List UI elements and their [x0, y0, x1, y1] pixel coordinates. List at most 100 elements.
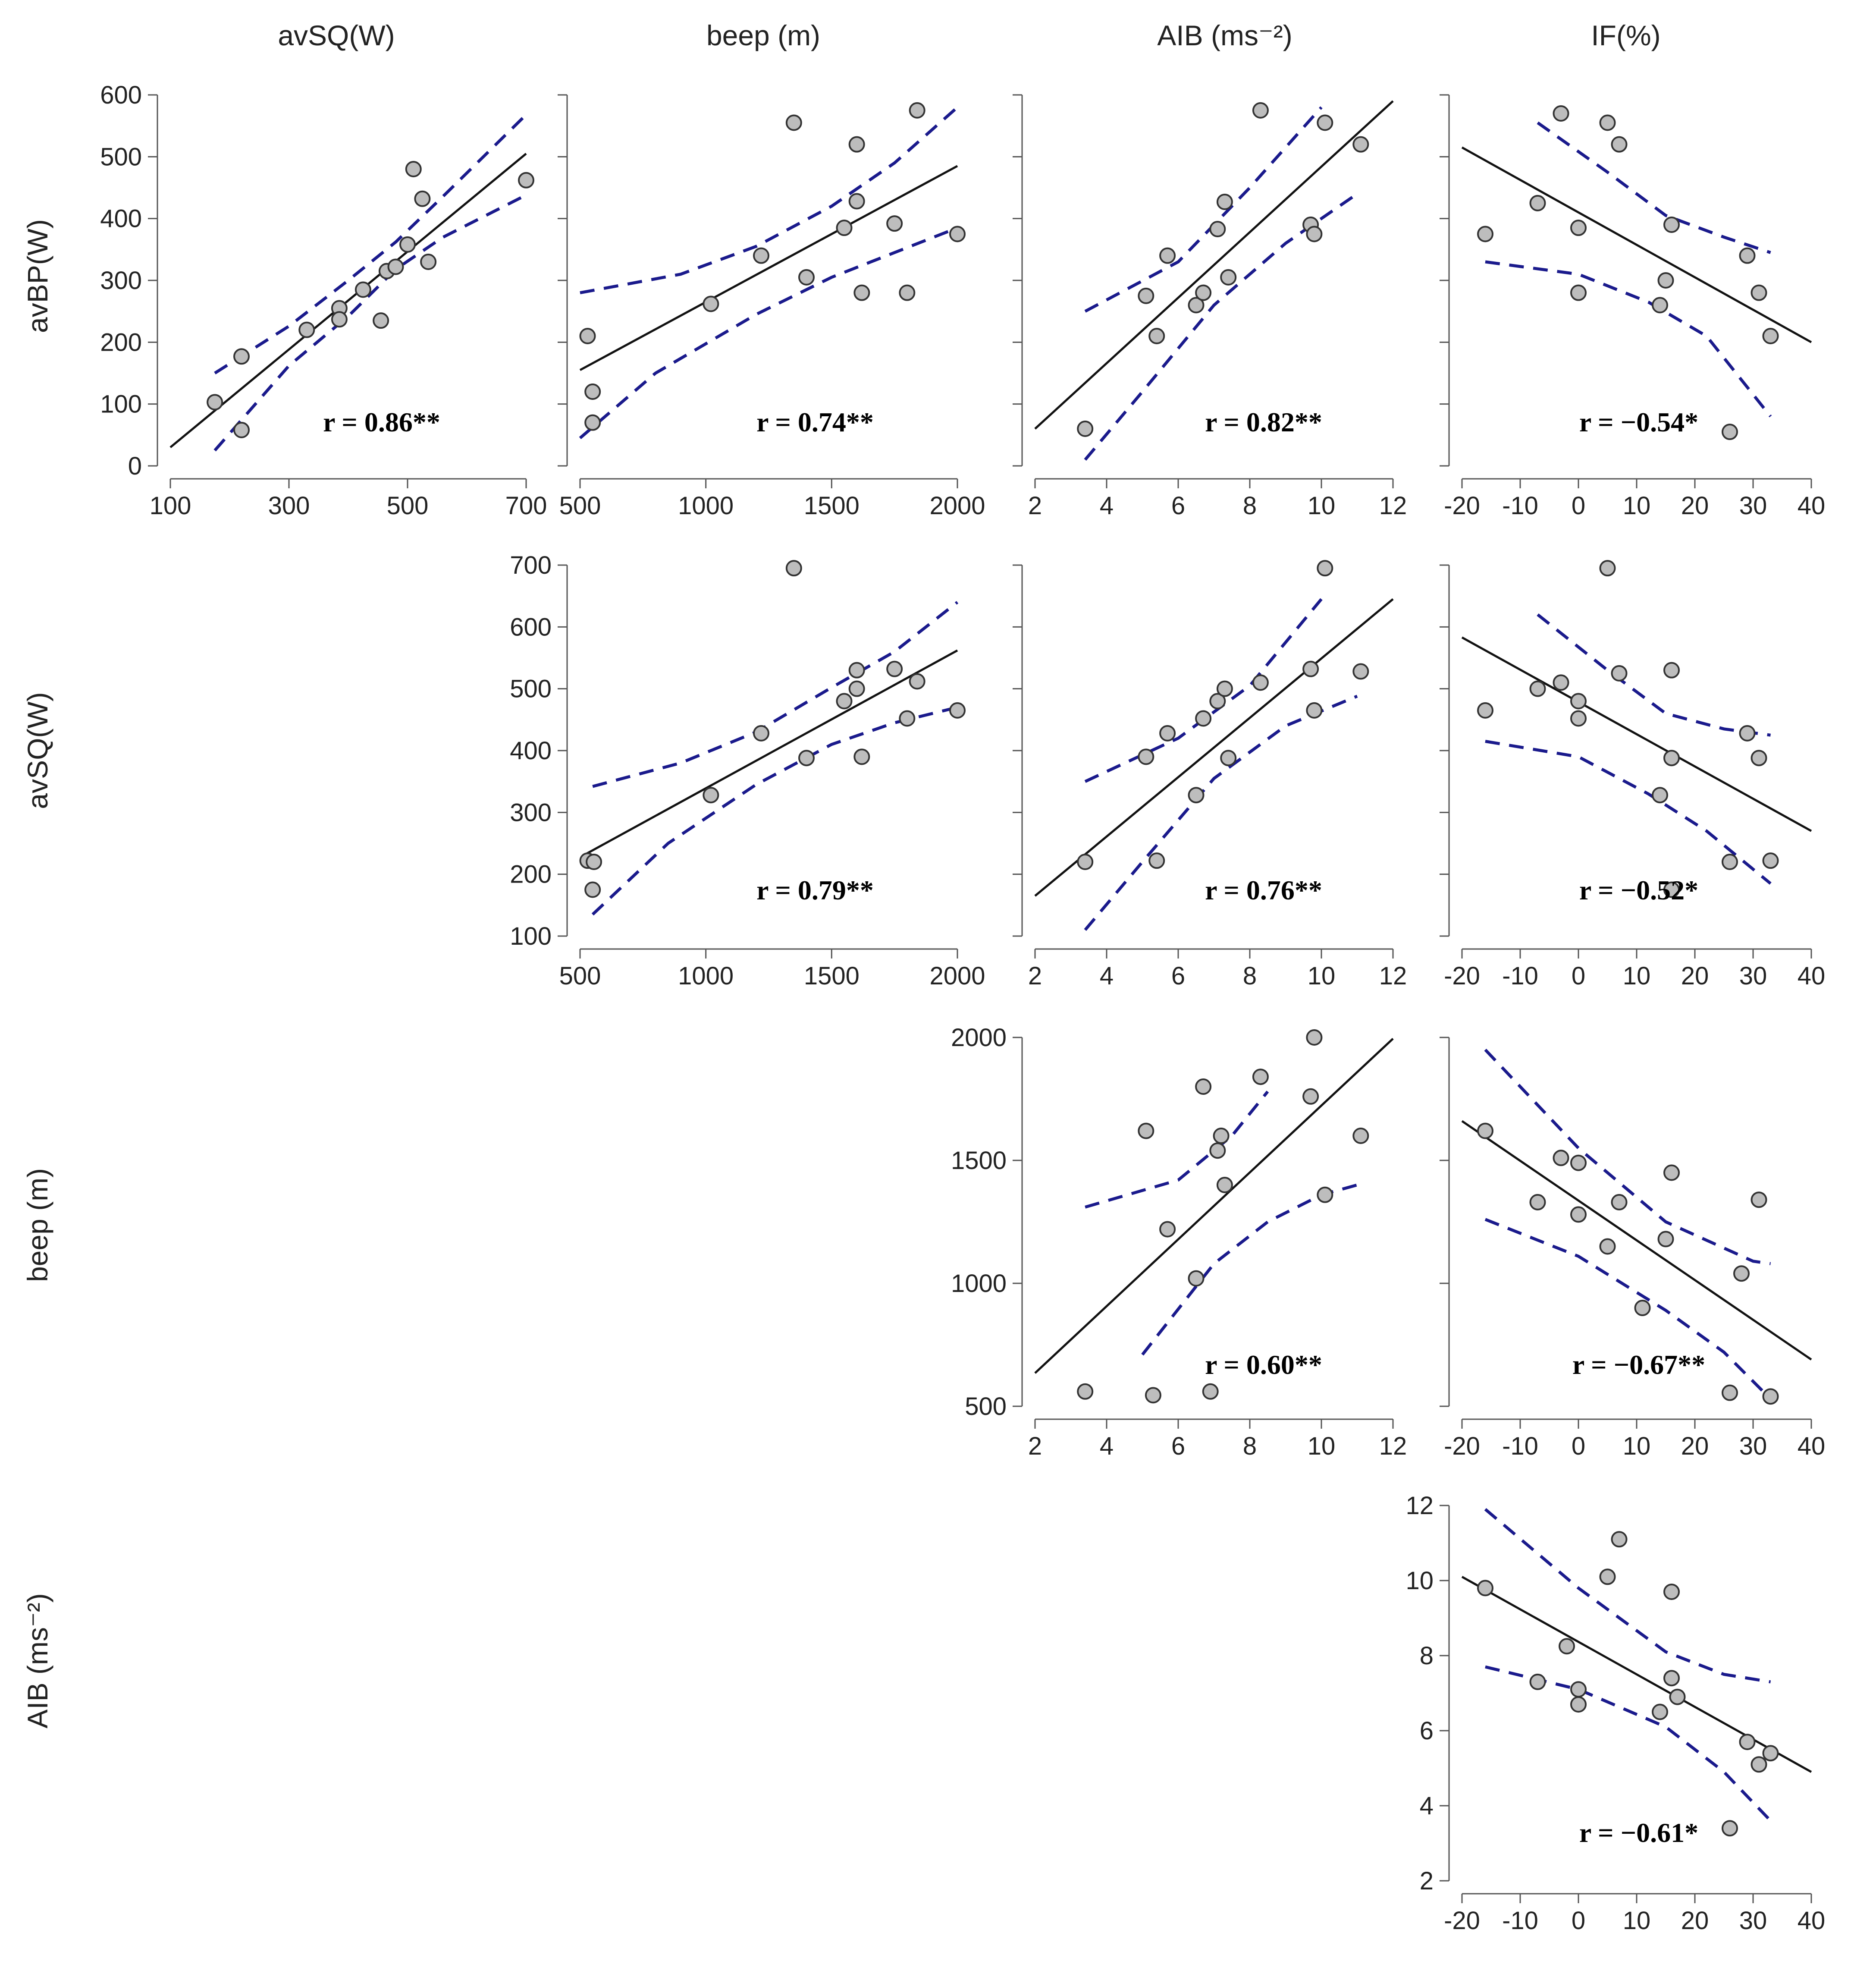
- panel-2-2-x-tick-label: 12: [1379, 1432, 1407, 1460]
- panel-0-0-data-point: [298, 321, 315, 338]
- panel-1-1-data-point: [853, 748, 870, 765]
- panel-1-1-data-point: [848, 662, 865, 679]
- row-title-aib: AIB (ms⁻²): [22, 1593, 53, 1728]
- panel-0-1-regression-line: [579, 165, 958, 371]
- panel-0-1-x-tick-label: 1500: [804, 492, 860, 520]
- panel-0-2-data-point: [1352, 136, 1369, 153]
- panel-0-0-data-point: [387, 258, 404, 275]
- panel-1-3-regression-line: [1461, 636, 1812, 832]
- panel-0-0: 100 300 500 700 0 100 200 300 400 500 600 r = 0.86*…: [100, 81, 547, 520]
- panel-0-3-data-point: [1477, 226, 1493, 242]
- panel-0-1-data-point: [853, 284, 870, 301]
- panel-0-0-y-tick-label: 500: [100, 143, 142, 171]
- panel-2-2: 2 4 6 8 10 12 500 1000 1500 2000 r = 0.60**: [951, 1024, 1407, 1460]
- row-title-avbp: avBP(W): [22, 219, 53, 333]
- panel-3-3-data-point: [1669, 1688, 1686, 1705]
- panel-2-3-data-point: [1722, 1384, 1738, 1401]
- panel-0-2: 2 4 6 8 10 12 r = 0.82**: [1013, 94, 1407, 520]
- panel-3-3-y-tick-label: 2: [1420, 1867, 1434, 1895]
- panel-1-1-y-tick-label: 500: [510, 675, 552, 703]
- panel-2-3-data-point: [1570, 1206, 1587, 1223]
- panel-3-3-x-tick-label: -10: [1502, 1907, 1538, 1935]
- panel-0-3-x-tick-label: 20: [1681, 492, 1709, 520]
- panel-1-3-data-point: [1599, 560, 1616, 577]
- panel-2-3-data-point: [1529, 1194, 1546, 1210]
- panel-0-3-data-point: [1570, 284, 1587, 301]
- panel-0-1-x-tick-label: 2000: [929, 492, 985, 520]
- panel-3-3-x-tick-label: 40: [1798, 1907, 1826, 1935]
- panel-0-1-x-tick-label: 500: [559, 492, 601, 520]
- panel-0-1-ci-lower: [579, 226, 958, 440]
- panel-1-1-y-tick-label: 100: [510, 922, 552, 950]
- panel-1-2-ci-upper: [1084, 598, 1323, 783]
- panel-1-3-data-point: [1611, 665, 1628, 682]
- panel-1-3-x-tick-label: -10: [1502, 962, 1538, 990]
- panel-3-3-data-point: [1762, 1745, 1779, 1762]
- panel-0-0-y-tick-label: 300: [100, 267, 142, 295]
- panel-1-3-data-point: [1570, 693, 1587, 710]
- panel-1-2-x-tick-label: 2: [1028, 962, 1042, 990]
- panel-1-3-data-point: [1553, 674, 1569, 691]
- panel-1-1-x-tick-label: 1500: [804, 962, 860, 990]
- panel-1-2-data-point: [1148, 852, 1165, 869]
- panel-1-3-data-point: [1652, 787, 1668, 804]
- panel-0-2-data-point: [1306, 226, 1323, 242]
- panel-1-3-data-point: [1663, 750, 1680, 767]
- panel-2-2-data-point: [1209, 1142, 1226, 1159]
- panel-0-1-ci-upper: [580, 106, 959, 295]
- panel-2-2-data-point: [1252, 1069, 1269, 1085]
- panel-2-2-data-point: [1202, 1383, 1219, 1400]
- panel-1-2-data-point: [1216, 680, 1233, 697]
- panel-1-3-x-tick-label: 20: [1681, 962, 1709, 990]
- panel-1-1-r-label: r = 0.79**: [756, 875, 874, 905]
- panel-0-0-data-point: [420, 254, 437, 270]
- panel-0-0-data-point: [399, 236, 416, 253]
- panel-2-2-x-tick-label: 8: [1243, 1432, 1257, 1460]
- panel-0-2-x-tick-label: 8: [1243, 492, 1257, 520]
- panel-0-2-r-label: r = 0.82**: [1205, 407, 1322, 437]
- panel-3-3-data-point: [1599, 1568, 1616, 1585]
- column-title-if: IF(%): [1591, 19, 1660, 51]
- panel-3-3-r-label: r = −0.61*: [1579, 1817, 1698, 1848]
- panel-1-2-r-label: r = 0.76**: [1205, 875, 1322, 905]
- panel-1-1-data-point: [886, 660, 903, 677]
- panel-3-3-y-tick-label: 6: [1420, 1717, 1434, 1745]
- panel-3-3-y-tick-label: 12: [1405, 1492, 1434, 1520]
- panel-1-1-ci-upper: [592, 601, 959, 788]
- panel-1-2-ci-lower: [1084, 695, 1358, 931]
- panel-3-3-x-tick-label: -20: [1444, 1907, 1480, 1935]
- panel-0-3-data-point: [1529, 195, 1546, 211]
- panel-0-2-data-point: [1317, 114, 1333, 131]
- panel-1-1-x-tick-label: 1000: [678, 962, 734, 990]
- panel-1-3-r-label: r = −0.52*: [1579, 875, 1698, 905]
- panel-0-3-data-point: [1652, 297, 1668, 314]
- panel-1-1-x-tick-label: 500: [559, 962, 601, 990]
- panel-0-3-data-point: [1553, 105, 1569, 122]
- panel-2-2-data-point: [1195, 1078, 1212, 1095]
- panel-2-3-data-point: [1553, 1150, 1569, 1166]
- panel-0-2-data-point: [1159, 247, 1176, 264]
- panel-2-2-data-point: [1145, 1387, 1161, 1404]
- panel-0-1-data-point: [848, 136, 865, 153]
- panel-0-2-data-point: [1252, 102, 1269, 119]
- panel-0-1-data-point: [785, 114, 802, 131]
- panel-2-3: -20 -10 0 10 20 30 40 r = −0.67**: [1440, 1037, 1825, 1460]
- panel-0-0-y-tick-label: 600: [100, 81, 142, 109]
- panel-2-3-data-point: [1762, 1388, 1779, 1405]
- panel-3-3-data-point: [1722, 1820, 1738, 1837]
- panel-1-1-data-point: [836, 693, 853, 710]
- panel-0-3-x-tick-label: 0: [1572, 492, 1585, 520]
- panel-3-3-data-point: [1559, 1638, 1575, 1655]
- column-title-avsq: avSQ(W): [278, 19, 395, 51]
- panel-3-3-x-tick-label: 20: [1681, 1907, 1709, 1935]
- panel-0-3-x-tick-label: 10: [1623, 492, 1651, 520]
- panel-3-3-data-point: [1751, 1756, 1767, 1773]
- panel-0-2-x-tick-label: 12: [1379, 492, 1407, 520]
- panel-1-1-data-point: [703, 787, 719, 804]
- panel-2-2-ci-lower: [1141, 1183, 1358, 1356]
- panel-0-3-r-label: r = −0.54*: [1579, 407, 1698, 437]
- panel-1-2-data-point: [1077, 854, 1094, 870]
- panel-2-3-x-tick-label: 40: [1798, 1432, 1826, 1460]
- panel-0-0-data-point: [405, 161, 422, 177]
- panel-0-0-data-point: [373, 312, 389, 329]
